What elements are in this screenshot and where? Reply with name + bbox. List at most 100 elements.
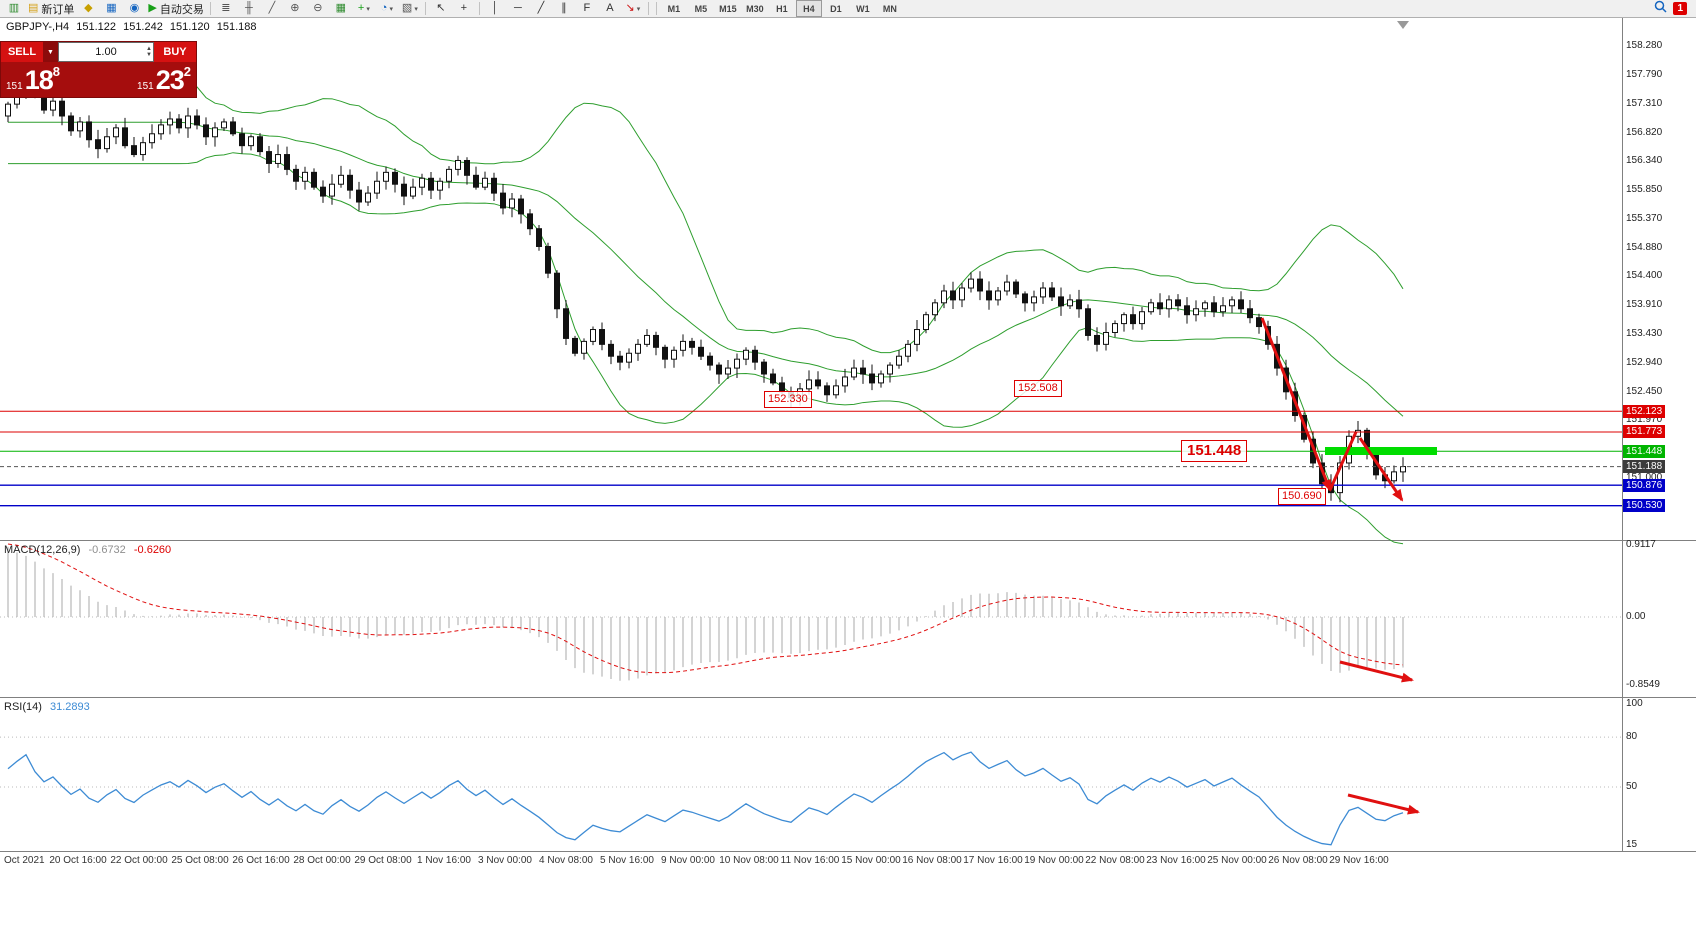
timeframe-w1-button[interactable]: W1 (856, 3, 870, 14)
macd-axis-label: 0.9117 (1626, 538, 1656, 550)
auto-trading-button[interactable]: ▶ 自动交易 (146, 1, 205, 17)
trend-arrow-head-icon (1401, 672, 1414, 683)
price-annotation[interactable]: 152.330 (764, 391, 812, 408)
tile-windows-button[interactable]: ▦ (330, 1, 352, 17)
arrow-tool-icon: ↘ (625, 2, 635, 14)
candlestick-chart-button[interactable]: ╫ (238, 1, 260, 17)
timeframe-mn-button[interactable]: MN (882, 3, 897, 14)
trend-arrow-head-icon (1407, 804, 1420, 815)
timeframe-m5-button[interactable]: M5 (694, 3, 708, 14)
fibonacci-button[interactable]: F (576, 1, 598, 17)
zoom-in-button[interactable]: ⊕ (284, 1, 306, 17)
templates-icon: ▧ (401, 2, 413, 14)
timeframe-h1-button[interactable]: H1 (776, 3, 788, 14)
bars-chart-button[interactable]: ≣ (215, 1, 237, 17)
time-axis-label: 29 Oct 08:00 (354, 855, 412, 866)
price-tick-label: 153.430 (1626, 327, 1663, 339)
toolbar-separator (478, 2, 480, 15)
new-order-button[interactable]: ▤ 新订单 (26, 1, 76, 17)
chart-profiles-button[interactable]: ◆ (77, 1, 99, 17)
trend-arrow[interactable] (1347, 793, 1419, 814)
support-highlight-bar[interactable] (1325, 447, 1437, 455)
rsi-axis-label: 100 (1626, 698, 1643, 709)
buy-price[interactable]: 151 23 2 (137, 65, 191, 98)
price-tick-label: 154.880 (1626, 241, 1663, 253)
sell-price[interactable]: 151 18 8 (6, 65, 60, 98)
trend-arrow-head-icon (1321, 478, 1331, 492)
cursor-button[interactable]: ↖ (430, 1, 452, 17)
volume-down-icon[interactable]: ▼ (146, 52, 152, 58)
volume-spinner: ▲ ▼ (146, 43, 152, 61)
trend-arrow[interactable] (1358, 437, 1404, 501)
cursor-icon: ↖ (436, 2, 446, 14)
price-level-label: 151.448 (1623, 444, 1666, 458)
price-annotation[interactable]: 152.508 (1014, 380, 1062, 397)
rsi-axis-label: 15 (1626, 839, 1638, 850)
line-chart-icon: ╱ (268, 2, 276, 14)
market-watch-button[interactable]: ▦ (100, 1, 122, 17)
volume-value: 1.00 (95, 46, 117, 58)
text-button[interactable]: A (599, 1, 621, 17)
timeframe-d1-button[interactable]: D1 (830, 3, 842, 14)
macd-indicator-label: MACD(12,26,9) -0.6732 -0.6260 (4, 544, 171, 556)
tile-windows-icon: ▦ (335, 2, 347, 14)
data-window-button[interactable]: ◉ (123, 1, 145, 17)
timeframe-m15-button[interactable]: M15 (719, 3, 737, 14)
periods-button[interactable]: ◔ ▾ (376, 1, 398, 17)
sell-button[interactable]: SELL (1, 42, 43, 62)
price-tick-label: 152.940 (1626, 356, 1663, 368)
horizontal-line-button[interactable]: ─ (507, 1, 529, 17)
channel-button[interactable]: ∥ (553, 1, 575, 17)
price-tick-label: 155.370 (1626, 212, 1663, 224)
timeframe-m1-button[interactable]: M1 (667, 3, 681, 14)
crosshair-button[interactable]: + (453, 1, 475, 17)
price-level-label: 152.123 (1623, 404, 1666, 418)
timeframe-h4-button[interactable]: H4 (795, 0, 822, 17)
price-tick-label: 155.850 (1626, 184, 1663, 196)
chart-shift-marker[interactable] (1397, 21, 1409, 29)
macd-axis-label: -0.8549 (1626, 678, 1660, 690)
time-axis-label: 16 Nov 08:00 (902, 855, 962, 866)
text-icon: A (606, 2, 614, 14)
toolbar-separator (209, 2, 211, 15)
indicators-button[interactable]: + ▾ (353, 1, 375, 17)
fibonacci-icon: F (583, 2, 591, 14)
candlestick-chart-icon: ▥ (8, 2, 20, 14)
macd-value-2: -0.6260 (133, 544, 172, 556)
buy-price-prefix: 151 (137, 81, 154, 92)
buy-price-big: 23 (155, 65, 185, 95)
candles-series (5, 67, 1406, 503)
dropdown-caret-icon: ▾ (389, 5, 393, 13)
timeframe-m30-button[interactable]: M30 (746, 3, 764, 14)
market-watch-icon: ▦ (106, 2, 117, 14)
zoom-out-button[interactable]: ⊖ (307, 1, 329, 17)
search-icon[interactable] (1654, 0, 1667, 18)
trade-panel-controls: SELL ▼ 1.00 ▲ ▼ BUY (1, 42, 196, 62)
templates-button[interactable]: ▧ ▾ (399, 1, 421, 17)
vertical-line-button[interactable]: │ (484, 1, 506, 17)
trend-arrow[interactable] (1339, 660, 1413, 682)
price-annotation[interactable]: 150.690 (1278, 488, 1326, 505)
volume-dropdown-icon[interactable]: ▼ (43, 42, 58, 62)
trend-arrow[interactable] (1260, 317, 1332, 491)
notification-badge[interactable]: 1 (1673, 2, 1687, 15)
volume-up-icon[interactable]: ▲ (146, 46, 152, 52)
bars-chart-icon: ≣ (221, 2, 231, 14)
time-axis-label: 26 Oct 16:00 (232, 855, 290, 866)
chart-window-button[interactable]: ▥ (3, 1, 25, 17)
price-annotation[interactable]: 151.448 (1181, 440, 1248, 462)
buy-button[interactable]: BUY (154, 42, 196, 62)
trend-arrow[interactable] (1328, 431, 1358, 491)
arrows-button[interactable]: ↘ ▾ (622, 1, 644, 17)
price-tick-label: 157.310 (1626, 97, 1663, 109)
sell-price-prefix: 151 (6, 81, 23, 92)
rsi-name: RSI(14) (4, 701, 42, 713)
price-level-label: 150.530 (1623, 499, 1666, 513)
trendline-button[interactable]: ╱ (530, 1, 552, 17)
line-chart-button[interactable]: ╱ (261, 1, 283, 17)
volume-input[interactable]: 1.00 ▲ ▼ (58, 42, 154, 62)
new-order-icon: ▤ (28, 2, 39, 14)
price-tick-label: 156.820 (1626, 126, 1663, 138)
dropdown-caret-icon: ▾ (366, 5, 370, 13)
